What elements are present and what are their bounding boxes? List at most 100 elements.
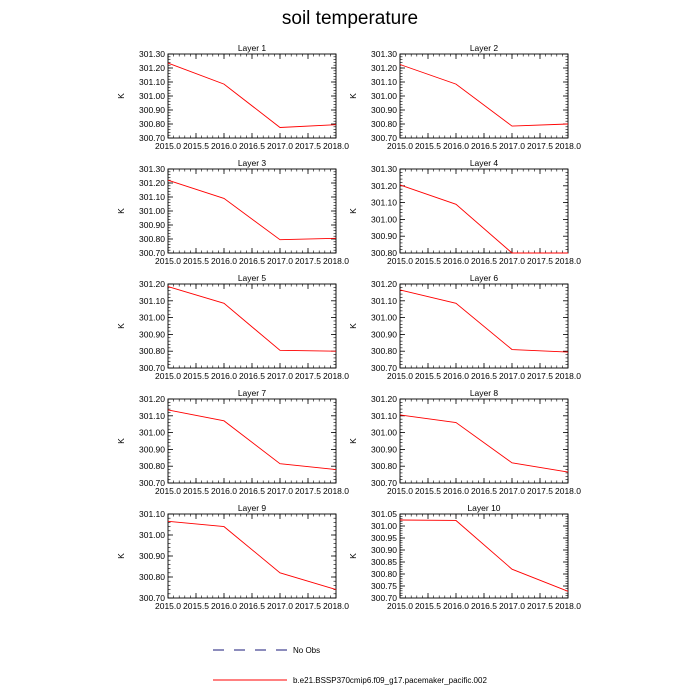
y-tick-label: 301.05 bbox=[371, 509, 397, 519]
x-tick-label: 2016.5 bbox=[239, 371, 265, 381]
series-line bbox=[399, 289, 569, 353]
x-tick-label: 2018.0 bbox=[323, 371, 349, 381]
series-line bbox=[399, 414, 569, 473]
y-tick-label: 301.10 bbox=[139, 192, 165, 202]
y-tick-label: 300.70 bbox=[139, 248, 165, 258]
x-tick-label: 2015.0 bbox=[155, 256, 181, 266]
y-tick-label: 301.00 bbox=[139, 313, 165, 323]
x-tick-label: 2015.5 bbox=[183, 486, 209, 496]
panel-grid: 2015.0 2015.5 2016.0 2016.5 2017.0 2017.5 2018… bbox=[116, 43, 581, 611]
panel-title: Layer 10 bbox=[467, 503, 500, 513]
x-tick-label: 2017.5 bbox=[527, 141, 553, 151]
legend: No Obs b.e21.BSSP370cmip6.f09_g17.pacema… bbox=[213, 646, 487, 685]
x-tick-label: 2017.5 bbox=[295, 256, 321, 266]
y-tick-label: 301.10 bbox=[139, 77, 165, 87]
y-tick-label: 301.20 bbox=[139, 394, 165, 404]
x-tick-label: 2017.0 bbox=[499, 371, 525, 381]
legend-label-run: b.e21.BSSP370cmip6.f09_g17.pacemaker_pac… bbox=[293, 676, 487, 685]
x-tick-label: 2017.0 bbox=[267, 601, 293, 611]
y-axis-label: K bbox=[116, 553, 126, 559]
y-tick-label: 301.20 bbox=[371, 63, 397, 73]
y-axis-label: K bbox=[116, 208, 126, 214]
panel-layer-2: 2015.0 2015.5 2016.0 2016.5 2017.0 2017.5 2018… bbox=[348, 43, 581, 151]
y-tick-label: 301.30 bbox=[371, 164, 397, 174]
y-tick-label: 300.70 bbox=[139, 478, 165, 488]
y-tick-label: 300.80 bbox=[371, 461, 397, 471]
y-tick-label: 300.70 bbox=[139, 133, 165, 143]
x-tick-label: 2018.0 bbox=[323, 601, 349, 611]
x-tick-label: 2016.5 bbox=[239, 256, 265, 266]
x-tick-label: 2015.5 bbox=[415, 601, 441, 611]
series-line bbox=[399, 184, 568, 254]
x-tick-label: 2017.5 bbox=[527, 601, 553, 611]
x-tick-label: 2015.5 bbox=[415, 486, 441, 496]
y-tick-label: 300.95 bbox=[371, 533, 397, 543]
panel-title: Layer 5 bbox=[238, 273, 267, 283]
plot-frame bbox=[167, 283, 337, 369]
y-tick-label: 301.00 bbox=[139, 530, 165, 540]
y-tick-label: 301.30 bbox=[139, 164, 165, 174]
x-tick-label: 2016.0 bbox=[443, 256, 469, 266]
x-tick-label: 2018.0 bbox=[323, 256, 349, 266]
y-tick-label: 300.90 bbox=[371, 231, 397, 241]
plot-frame bbox=[399, 513, 569, 599]
series-line bbox=[167, 179, 337, 241]
panel-title: Layer 4 bbox=[470, 158, 499, 168]
panel-title: Layer 2 bbox=[470, 43, 499, 53]
x-tick-label: 2017.5 bbox=[295, 601, 321, 611]
panel-title: Layer 6 bbox=[470, 273, 499, 283]
plot-frame bbox=[167, 513, 337, 599]
x-tick-label: 2015.0 bbox=[387, 371, 413, 381]
plot-frame bbox=[399, 283, 569, 369]
legend-label-no-obs: No Obs bbox=[293, 646, 320, 655]
y-tick-label: 300.70 bbox=[371, 593, 397, 603]
panel-layer-5: 2015.0 2015.5 2016.0 2016.5 2017.0 2017.5 2018… bbox=[116, 273, 349, 381]
x-tick-label: 2018.0 bbox=[555, 256, 581, 266]
y-tick-label: 300.80 bbox=[371, 119, 397, 129]
y-tick-label: 301.00 bbox=[371, 214, 397, 224]
y-tick-label: 300.80 bbox=[139, 572, 165, 582]
y-tick-label: 300.90 bbox=[139, 105, 165, 115]
y-tick-label: 301.10 bbox=[139, 509, 165, 519]
plot-frame bbox=[167, 168, 337, 254]
series-line bbox=[399, 519, 569, 592]
x-tick-label: 2017.0 bbox=[499, 141, 525, 151]
plot-frame bbox=[399, 53, 569, 139]
y-tick-label: 300.70 bbox=[371, 133, 397, 143]
x-tick-label: 2017.0 bbox=[267, 486, 293, 496]
x-tick-label: 2015.0 bbox=[387, 256, 413, 266]
y-tick-label: 300.90 bbox=[371, 329, 397, 339]
y-tick-label: 301.10 bbox=[371, 77, 397, 87]
x-tick-label: 2016.5 bbox=[239, 141, 265, 151]
y-tick-label: 301.20 bbox=[371, 181, 397, 191]
y-tick-label: 300.90 bbox=[371, 105, 397, 115]
series-line bbox=[167, 286, 337, 352]
x-tick-label: 2017.5 bbox=[295, 486, 321, 496]
y-tick-label: 300.70 bbox=[139, 593, 165, 603]
x-tick-label: 2016.5 bbox=[239, 601, 265, 611]
x-tick-label: 2017.0 bbox=[267, 141, 293, 151]
x-tick-label: 2017.0 bbox=[499, 486, 525, 496]
y-tick-label: 300.75 bbox=[371, 581, 397, 591]
panel-layer-3: 2015.0 2015.5 2016.0 2016.5 2017.0 2017.5 2018… bbox=[116, 158, 349, 266]
y-tick-label: 301.30 bbox=[139, 49, 165, 59]
x-tick-label: 2016.5 bbox=[471, 141, 497, 151]
x-tick-label: 2016.0 bbox=[443, 141, 469, 151]
x-tick-label: 2015.0 bbox=[387, 486, 413, 496]
series-line bbox=[399, 64, 569, 127]
x-tick-label: 2015.5 bbox=[183, 256, 209, 266]
y-tick-label: 301.00 bbox=[371, 313, 397, 323]
panel-layer-10: 2015.0 2015.5 2016.0 2016.5 2017.0 2017.5 2018… bbox=[348, 503, 581, 611]
panel-layer-1: 2015.0 2015.5 2016.0 2016.5 2017.0 2017.5 2018… bbox=[116, 43, 349, 151]
plot-frame bbox=[399, 398, 569, 484]
panel-layer-8: 2015.0 2015.5 2016.0 2016.5 2017.0 2017.5 2018… bbox=[348, 388, 581, 496]
y-tick-label: 300.90 bbox=[371, 545, 397, 555]
x-tick-label: 2015.5 bbox=[415, 141, 441, 151]
y-tick-label: 301.10 bbox=[139, 411, 165, 421]
y-tick-label: 301.10 bbox=[139, 296, 165, 306]
y-tick-label: 301.10 bbox=[371, 411, 397, 421]
x-tick-label: 2015.0 bbox=[155, 486, 181, 496]
panel-layer-6: 2015.0 2015.5 2016.0 2016.5 2017.0 2017.5 2018… bbox=[348, 273, 581, 381]
x-tick-label: 2018.0 bbox=[323, 141, 349, 151]
